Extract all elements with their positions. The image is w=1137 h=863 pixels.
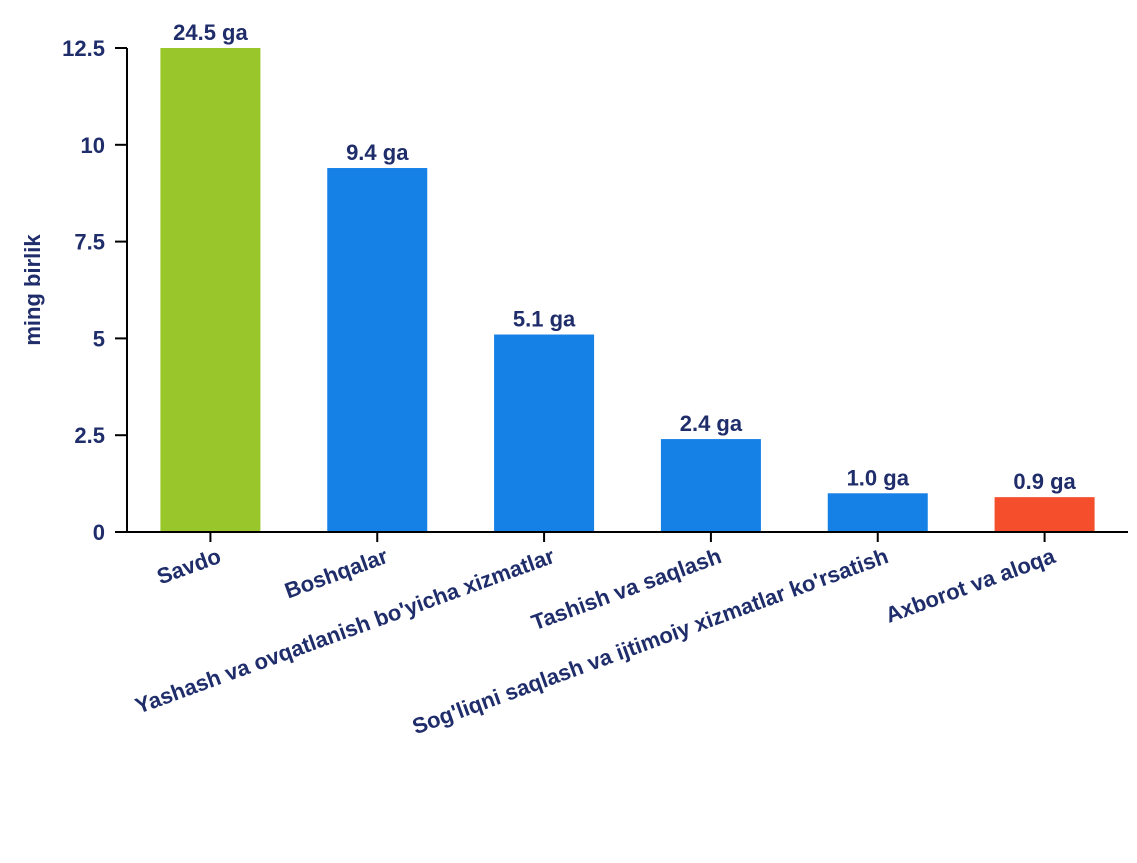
- bars-group: [160, 48, 1095, 533]
- data-label: 5.1 ga: [513, 307, 576, 332]
- x-tick-label: Savdo: [154, 543, 225, 589]
- data-label: 1.0 ga: [847, 465, 910, 490]
- data-labels-group: 24.5 ga 9.4 ga 5.1 ga 2.4 ga 1.0 ga 0.9 ga: [173, 20, 1076, 494]
- y-tick-label: 0: [93, 520, 105, 545]
- x-tick-label: Boshqalar: [281, 543, 391, 603]
- bar: [827, 493, 928, 532]
- y-tick-label: 7.5: [74, 230, 105, 255]
- y-tick-label: 2.5: [74, 423, 105, 448]
- y-tick-label: 12.5: [62, 36, 105, 61]
- data-label: 9.4 ga: [346, 140, 409, 165]
- y-tick-label: 10: [81, 133, 105, 158]
- y-axis-label: ming birlik: [20, 234, 45, 346]
- bar: [494, 334, 595, 532]
- bar: [327, 168, 428, 533]
- data-label: 24.5 ga: [173, 20, 248, 45]
- y-axis: 0 2.5 5 7.5 10 12.5: [62, 36, 127, 545]
- bar: [160, 48, 261, 532]
- bar: [660, 439, 761, 532]
- x-tick-label: Axborot va aloqa: [882, 543, 1059, 628]
- y-tick-label: 5: [93, 326, 105, 351]
- bar: [994, 497, 1095, 532]
- data-label: 0.9 ga: [1013, 469, 1076, 494]
- data-label: 2.4 ga: [680, 411, 743, 436]
